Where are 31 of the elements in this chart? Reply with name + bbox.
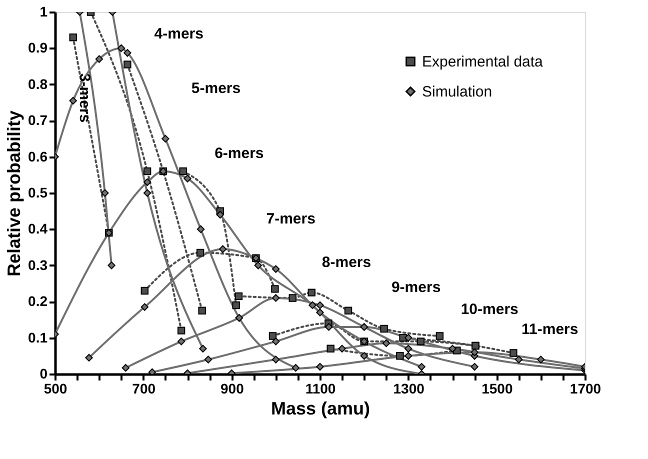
x-tick-label: 500 <box>44 380 68 396</box>
y-tick-label: 0.9 <box>28 40 48 56</box>
y-tick-label: 1 <box>40 4 48 20</box>
x-tick-label: 1500 <box>482 380 513 396</box>
annotation: 6-mers <box>214 145 264 162</box>
annotation: 5-mers <box>191 80 241 98</box>
annotation: 9-mers <box>391 279 441 296</box>
annotation: 10-mers <box>460 300 518 318</box>
x-tick-label: 900 <box>220 380 244 396</box>
legend-label: Simulation <box>422 84 492 100</box>
annotation: 7-mers <box>266 210 316 228</box>
y-tick-label: 0.2 <box>28 293 48 310</box>
x-axis-title: Mass (amu) <box>270 398 370 418</box>
x-tick-label: 1700 <box>570 380 602 396</box>
legend-label: Experimental data <box>422 54 544 70</box>
annotation: 8-mers <box>322 254 372 271</box>
y-tick-label: 0.8 <box>28 76 48 92</box>
y-tick-label: 0.3 <box>28 256 48 273</box>
y-tick-label: 0.4 <box>28 220 48 237</box>
y-axis-title: Relative probability <box>4 110 24 277</box>
annotation: 3-mers <box>76 73 93 123</box>
y-tick-label: 0.1 <box>28 329 48 346</box>
annotation: 4-mers <box>154 26 204 43</box>
y-tick-label: 0.6 <box>28 148 48 164</box>
x-tick-label: 700 <box>132 380 156 396</box>
annotation: 11-mers <box>522 320 578 338</box>
y-tick-label: 0.5 <box>28 184 48 200</box>
y-tick-label: 0 <box>40 366 48 382</box>
y-tick-label: 0.7 <box>28 112 48 128</box>
x-tick-label: 1300 <box>393 380 425 396</box>
x-tick-label: 1100 <box>305 380 336 396</box>
